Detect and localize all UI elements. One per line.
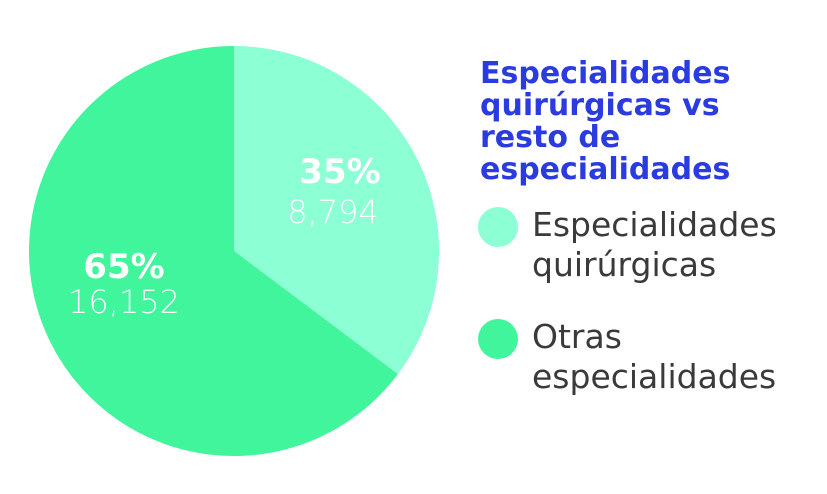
legend-item-otras: Otras especialidades — [478, 317, 818, 397]
pie-slice-especialidades-quirurgicas — [234, 46, 439, 375]
legend-label-quirurgicas: Especialidades quirúrgicas — [532, 205, 777, 284]
chart-title: Especialidades quirúrgicas vs resto de e… — [480, 56, 731, 187]
slice-percent-label-otras: 65% — [83, 247, 164, 287]
pie-chart: 35% 8,794 65% 16,152 — [28, 46, 439, 456]
legend: Especialidades quirúrgicas Otras especia… — [478, 205, 818, 429]
legend-swatch-quirurgicas — [478, 207, 518, 247]
slice-percent-label-quirurgicas: 35% — [299, 152, 380, 192]
legend-swatch-otras — [478, 319, 518, 359]
legend-item-quirurgicas: Especialidades quirúrgicas — [478, 205, 818, 285]
slice-value-label-otras: 16,152 — [68, 283, 180, 321]
pie-slice-otras-especialidades — [28, 46, 398, 456]
slice-value-label-quirurgicas: 8,794 — [287, 193, 379, 231]
legend-label-otras: Otras especialidades — [532, 317, 777, 396]
